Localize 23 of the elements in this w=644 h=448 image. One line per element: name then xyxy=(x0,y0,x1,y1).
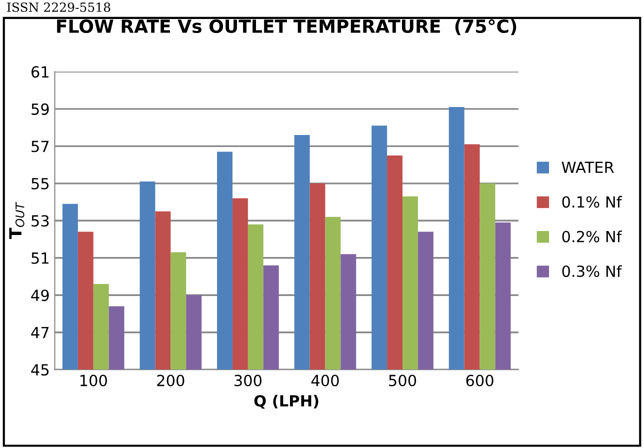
y-tick-label: 49 xyxy=(31,290,49,302)
y-tick-label: 51 xyxy=(32,252,48,264)
y-tick-label: 47 xyxy=(31,327,49,338)
x-tick-label: 100 xyxy=(80,374,107,386)
text: ISSN 2229-5518 xyxy=(7,2,110,12)
x-tick-label: 400 xyxy=(311,374,339,386)
legend-label: 0.1% Nf xyxy=(562,196,622,208)
y-tick-label: 57 xyxy=(32,140,49,152)
x-axis-title: Q (LPH) xyxy=(254,394,318,409)
y-tick-label: 45 xyxy=(31,364,49,376)
x-tick-label: 500 xyxy=(389,374,416,386)
legend-label: 0.3% Nf xyxy=(562,265,622,278)
y-tick-label: 55 xyxy=(32,178,49,190)
legend-label: 0.2% Nf xyxy=(562,230,622,242)
x-tick-label: 300 xyxy=(234,374,262,386)
chart-title: FLOW RATE Vs OUTLET TEMPERATURE (75°C) xyxy=(57,19,516,36)
y-tick-label: 53 xyxy=(32,215,49,227)
x-tick-label: 200 xyxy=(157,374,184,386)
y-tick-label: 61 xyxy=(32,66,48,78)
y-tick-label: 59 xyxy=(32,103,49,115)
legend-label: WATER xyxy=(562,162,614,173)
y-axis-title: T$_{OUT}$ xyxy=(9,202,24,239)
x-tick-label: 600 xyxy=(466,374,494,386)
